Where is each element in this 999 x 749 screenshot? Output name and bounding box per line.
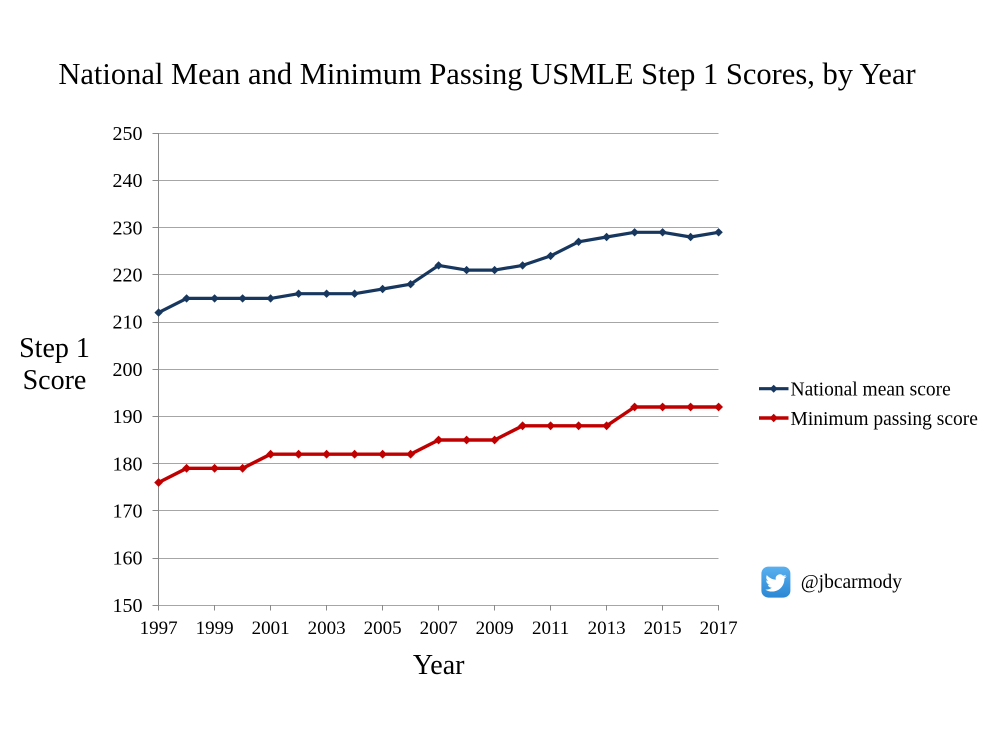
svg-text:150: 150: [113, 595, 143, 617]
svg-text:2005: 2005: [364, 618, 402, 639]
svg-text:2011: 2011: [532, 618, 569, 639]
svg-text:2013: 2013: [588, 618, 626, 639]
svg-text:National Mean and Minimum Pass: National Mean and Minimum Passing USMLE …: [58, 57, 915, 91]
svg-text:National mean score: National mean score: [791, 380, 951, 401]
svg-text:190: 190: [113, 406, 143, 428]
svg-text:180: 180: [113, 453, 143, 475]
svg-text:2007: 2007: [420, 618, 458, 639]
svg-text:1999: 1999: [196, 618, 234, 639]
svg-text:Year: Year: [413, 650, 465, 681]
svg-text:2015: 2015: [644, 618, 682, 639]
svg-text:210: 210: [113, 312, 143, 334]
svg-text:1997: 1997: [140, 618, 178, 639]
svg-text:250: 250: [113, 123, 143, 145]
svg-text:240: 240: [113, 170, 143, 192]
svg-text:200: 200: [113, 359, 143, 381]
svg-text:2017: 2017: [700, 618, 738, 639]
svg-text:Minimum passing score: Minimum passing score: [791, 409, 978, 430]
svg-text:2001: 2001: [252, 618, 290, 639]
svg-text:2003: 2003: [308, 618, 346, 639]
svg-text:220: 220: [113, 265, 143, 287]
svg-text:160: 160: [113, 548, 143, 570]
svg-text:Step 1: Step 1: [19, 333, 90, 364]
svg-text:170: 170: [113, 501, 143, 523]
svg-text:2009: 2009: [476, 618, 514, 639]
svg-text:230: 230: [113, 217, 143, 239]
svg-text:@jbcarmody: @jbcarmody: [801, 572, 903, 593]
svg-text:Score: Score: [23, 365, 87, 396]
